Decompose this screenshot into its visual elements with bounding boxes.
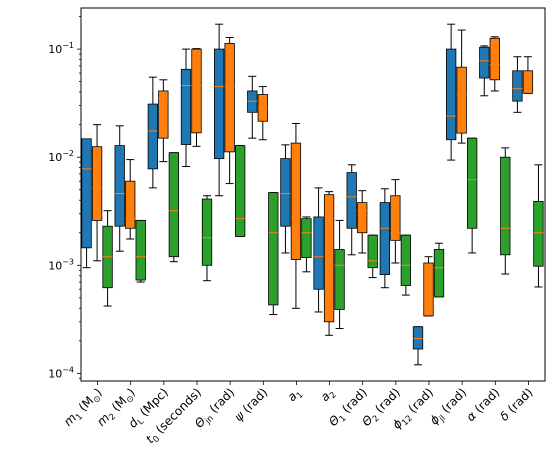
box-rect [81,138,92,249]
box-group [390,179,401,264]
box-group [522,56,534,94]
box-rect [158,90,169,139]
box-group [224,37,235,185]
box-group [500,147,511,275]
box-rect [445,48,457,141]
box-group [234,145,246,237]
box-group [180,48,192,168]
box-rect [423,262,434,317]
box-rect [257,94,268,122]
box-group [201,195,213,282]
box-rect [466,137,478,229]
box-rect [533,200,544,267]
box-group [412,326,424,366]
box-group [466,137,478,254]
box-group [323,191,335,336]
box-rect [213,48,225,160]
box-group [91,124,103,262]
box-rect [234,145,246,237]
box-group [114,125,125,252]
box-rect [301,218,312,258]
box-rect [168,152,180,258]
box-rect [114,145,125,227]
axes-frame [80,7,546,382]
box-group [533,164,544,288]
box-group [257,86,268,141]
box-group [379,188,391,289]
box-rect [390,195,401,241]
box-rect [379,202,391,275]
box-rect [512,70,523,102]
box-rect [334,249,345,310]
box-group [433,242,445,298]
box-group [489,36,500,92]
box-rect [479,46,490,79]
box-rect [180,68,192,145]
box-rect [400,234,412,286]
box-rect [500,156,511,256]
box-group [191,48,202,147]
box-group [290,122,302,309]
box-rect [201,198,213,266]
box-rect [456,66,467,134]
box-group [168,152,180,263]
box-rect [433,249,445,298]
box-rect [280,158,291,227]
box-group [334,219,345,330]
box-group [423,256,434,317]
box-group [135,219,146,283]
box-group [301,216,312,273]
box-rect [147,103,159,170]
box-group [280,144,291,254]
box-group [367,234,378,279]
box-group [125,159,136,240]
box-group [445,23,457,161]
box-group [147,76,159,189]
box-rect [313,216,324,290]
box-rect [522,70,534,94]
box-rect [367,234,378,269]
box-rect [357,202,368,234]
box-rect [346,172,357,229]
box-group [81,138,92,269]
box-rect [125,180,136,229]
plot-area [81,23,544,366]
box-rect [290,142,302,260]
box-group [158,79,169,163]
box-group [456,29,467,144]
box-rect [91,146,103,221]
box-rect [412,326,424,350]
box-group [313,187,324,313]
box-group [247,75,258,139]
box-group [213,23,225,197]
box-group [268,192,279,316]
box-group [102,210,113,307]
box-rect [323,194,335,323]
box-group [512,56,523,113]
box-rect [268,192,279,306]
box-group [346,164,357,256]
box-rect [224,42,235,153]
box-rect [135,220,146,281]
box-group [357,190,368,254]
box-rect [191,48,202,134]
box-group [479,45,490,97]
box-rect [489,37,500,81]
box-group [400,234,412,296]
box-rect [247,90,258,113]
